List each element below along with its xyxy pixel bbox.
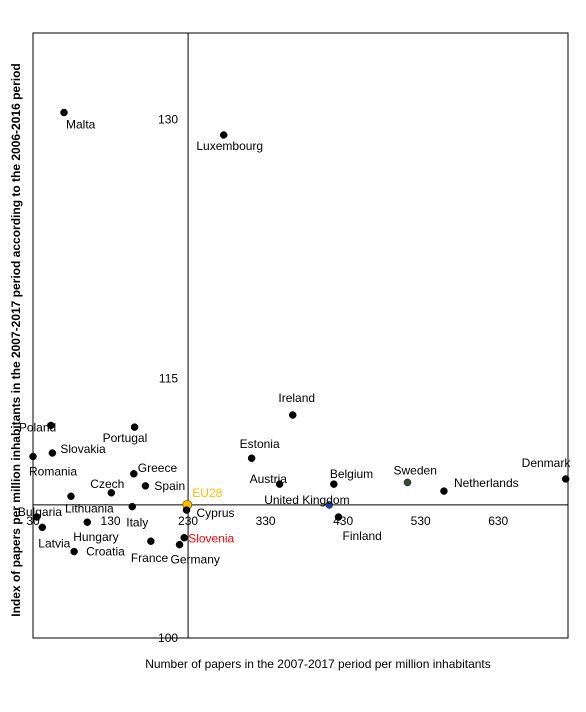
point-label-slovenia: Slovenia [188,532,234,546]
x-tick-label: 530 [411,514,431,528]
point-label-austria: Austria [250,472,288,486]
y-tick-label: 115 [159,372,178,386]
y-tick-label: 100 [158,631,178,645]
point-label-italy: Italy [126,516,148,530]
point-label-denmark: Denmark [522,456,572,470]
data-point-netherlands [440,487,448,495]
y-tick-labels: 100 115 130 [158,112,178,645]
x-tick-label: 630 [488,514,508,528]
data-point-czech [107,489,116,497]
data-point-poland [47,421,55,430]
data-point-united-kingdom [325,501,333,509]
data-point-sweden [403,478,412,487]
point-label-croatia: Croatia [86,545,125,559]
data-point-finland [334,513,343,521]
data-point-cyprus [182,506,191,514]
point-label-united-kingdom: United Kingdom [264,493,349,507]
point-label-portugal: Portugal [103,431,148,445]
data-points [29,108,570,556]
point-label-france: France [131,551,169,565]
point-label-estonia: Estonia [240,437,280,451]
x-tick-labels: 30 130 230 330 430 530 630 [26,514,508,528]
data-point-lithuania [67,492,75,501]
y-tick-label: 130 [158,112,178,126]
point-label-latvia: Latvia [38,536,70,550]
point-label-poland: Poland [19,420,56,434]
data-point-slovenia [180,533,188,542]
x-tick-label: 330 [256,514,276,528]
point-label-malta: Malta [66,118,96,132]
point-label-slovakia: Slovakia [60,442,106,456]
data-point-hungary [83,518,92,526]
point-label-netherlands: Netherlands [454,476,519,490]
data-point-slovakia [48,449,57,457]
point-label-germany: Germany [171,553,220,567]
x-tick-label: 230 [178,514,198,528]
point-label-hungary: Hungary [73,530,118,544]
point-label-eu28: EU28 [192,486,222,500]
plot-border [32,32,569,639]
data-point-greece [130,470,138,478]
point-label-ireland: Ireland [278,391,315,405]
point-label-bulgaria: Bulgaria [18,505,62,519]
point-label-belgium: Belgium [330,467,373,481]
data-point-bulgaria [33,513,41,521]
point-label-romania: Romania [29,465,77,479]
data-point-luxembourg [219,131,228,139]
data-point-germany [175,540,184,549]
data-point-estonia [247,454,256,462]
data-point-denmark [561,475,570,483]
point-label-finland: Finland [342,529,381,543]
x-axis-label: Number of papers in the 2007-2017 period… [145,657,491,671]
point-label-sweden: Sweden [394,463,437,477]
data-point-portugal [130,423,139,431]
point-label-spain: Spain [154,479,185,493]
data-point-spain [141,482,150,490]
data-point-ireland [288,411,297,419]
data-point-austria [275,480,284,488]
point-label-lithuania: Lithuania [65,501,114,515]
y-axis-label: Index of papers per million inhabitants … [9,63,23,616]
data-point-latvia [38,523,47,532]
data-point-croatia [70,547,78,556]
data-point-belgium [330,480,338,488]
data-point-france [147,537,155,545]
data-point-malta [60,108,68,117]
point-label-luxembourg: Luxembourg [196,139,263,153]
point-label-greece: Greece [138,461,178,475]
data-point-italy [128,502,136,511]
point-label-cyprus: Cyprus [197,506,235,520]
x-tick-label: 130 [101,514,121,528]
point-labels: MaltaLuxembourgIrelandPolandPortugalSlov… [18,118,571,567]
point-label-czech: Czech [90,477,124,491]
data-point-romania [29,452,37,461]
